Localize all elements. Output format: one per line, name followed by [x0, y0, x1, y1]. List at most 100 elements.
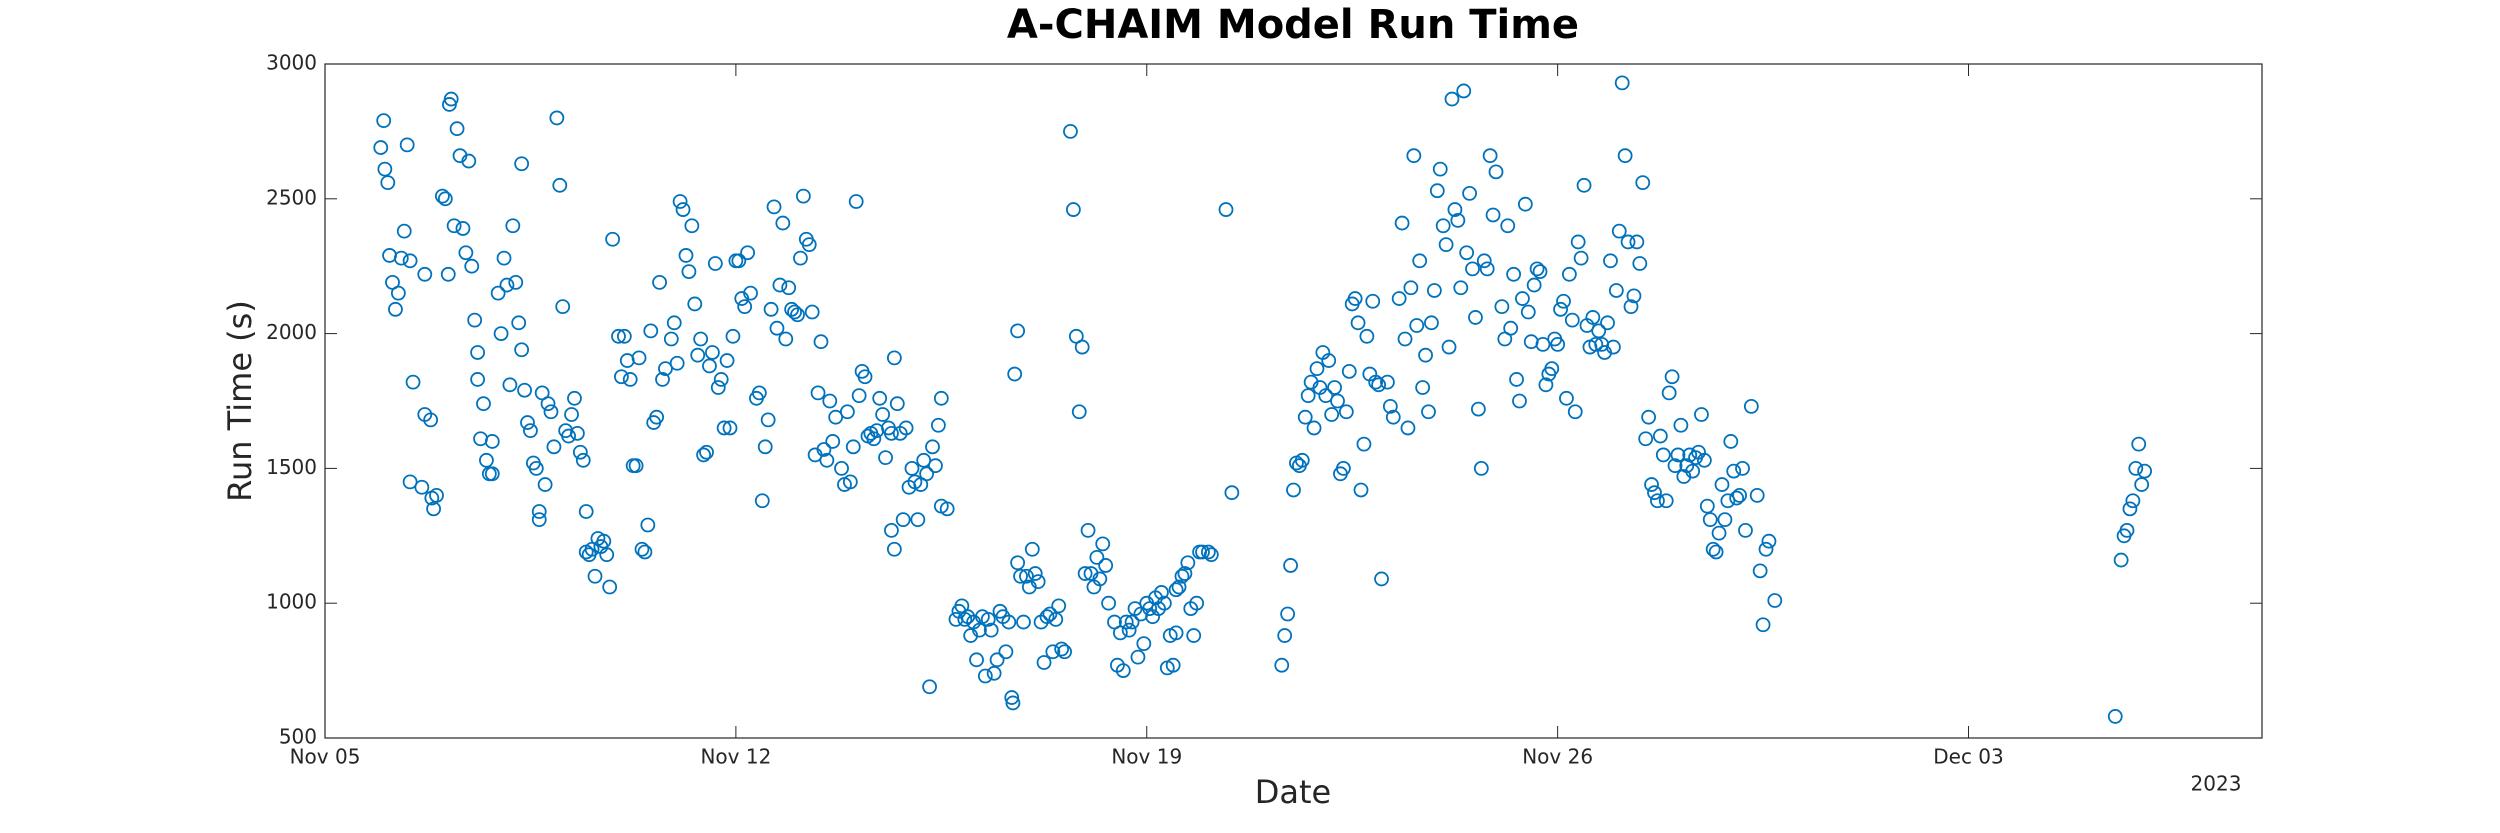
data-point	[655, 372, 670, 387]
data-point	[930, 417, 946, 433]
data-point	[1655, 447, 1671, 463]
axes-box	[324, 63, 2263, 739]
data-point	[1632, 256, 1648, 271]
data-point	[1186, 628, 1202, 643]
data-point	[443, 91, 459, 107]
data-point	[1095, 536, 1111, 552]
data-point	[939, 501, 955, 517]
data-point	[1735, 460, 1750, 476]
data-point	[1421, 404, 1436, 420]
data-point	[520, 415, 535, 430]
data-point	[925, 439, 940, 455]
data-point	[402, 474, 418, 490]
data-point	[1418, 347, 1433, 363]
data-point	[1203, 547, 1219, 563]
data-point	[1699, 498, 1715, 514]
data-point	[1462, 186, 1477, 201]
data-point	[1065, 202, 1081, 217]
x-tick-label: Nov 19	[1111, 745, 1182, 769]
data-point	[446, 218, 462, 234]
data-point	[1453, 280, 1469, 296]
data-point	[1391, 291, 1407, 306]
data-point	[380, 175, 396, 191]
data-point	[1482, 148, 1498, 164]
data-point	[743, 285, 758, 301]
data-point	[795, 188, 811, 204]
data-point	[1019, 568, 1034, 584]
data-point	[1696, 452, 1712, 468]
data-point	[2134, 477, 2150, 492]
data-point	[1330, 393, 1345, 409]
data-point	[1007, 366, 1023, 382]
data-point	[705, 345, 720, 360]
data-point	[1403, 280, 1419, 296]
data-point	[957, 611, 973, 627]
data-point	[819, 452, 835, 468]
data-point	[998, 644, 1014, 660]
data-point	[731, 253, 747, 269]
data-point	[1658, 493, 1674, 509]
data-point	[910, 512, 926, 528]
data-point	[1327, 380, 1342, 395]
data-point	[484, 434, 500, 449]
data-point	[1406, 148, 1422, 164]
data-point	[1124, 614, 1140, 630]
data-point	[426, 501, 441, 517]
data-point	[1306, 420, 1322, 436]
data-point	[810, 385, 826, 401]
data-point	[1121, 622, 1137, 638]
data-point	[1412, 253, 1428, 269]
data-point	[393, 250, 409, 266]
data-point	[1409, 318, 1425, 333]
data-point	[1485, 207, 1501, 223]
data-point	[840, 404, 855, 420]
data-point	[578, 504, 594, 519]
data-point	[1670, 447, 1686, 463]
data-point	[587, 568, 603, 584]
data-point	[1045, 644, 1061, 660]
data-point	[1726, 463, 1742, 479]
data-point	[916, 452, 932, 468]
data-point	[775, 215, 791, 231]
y-axis-label: Run Time (s)	[221, 300, 259, 502]
data-point	[1611, 223, 1627, 239]
data-point	[511, 315, 527, 331]
data-point	[722, 420, 738, 436]
x-axis-label: Date	[1255, 773, 1331, 811]
data-point	[754, 493, 770, 509]
data-point	[707, 256, 723, 271]
data-point	[790, 307, 805, 323]
data-point	[2122, 501, 2138, 517]
data-point	[669, 355, 685, 371]
data-point	[1051, 598, 1067, 614]
data-point	[1004, 690, 1020, 705]
data-point	[1479, 261, 1495, 277]
data-point	[1708, 544, 1724, 560]
data-point	[1585, 310, 1601, 325]
data-point	[490, 285, 506, 301]
data-point	[1426, 283, 1442, 298]
data-point	[611, 328, 626, 344]
data-point	[1027, 566, 1043, 581]
data-point	[622, 372, 638, 387]
data-point	[772, 277, 788, 293]
data-point	[1576, 177, 1592, 193]
data-point	[1063, 123, 1078, 139]
data-point	[1694, 407, 1709, 422]
data-point	[1353, 482, 1369, 498]
data-point	[2131, 436, 2147, 452]
data-point	[1118, 614, 1134, 630]
data-point	[1647, 485, 1662, 501]
data-point	[1608, 283, 1624, 298]
data-point	[1218, 202, 1234, 217]
data-point	[1200, 544, 1216, 560]
data-point	[1738, 523, 1753, 538]
data-point	[1761, 533, 1777, 549]
data-point	[801, 237, 817, 253]
data-point	[1767, 593, 1783, 608]
data-point	[760, 412, 776, 428]
y-tick-label: 500	[279, 725, 317, 749]
data-point	[969, 652, 984, 668]
data-point	[437, 191, 453, 207]
data-point	[531, 504, 547, 519]
